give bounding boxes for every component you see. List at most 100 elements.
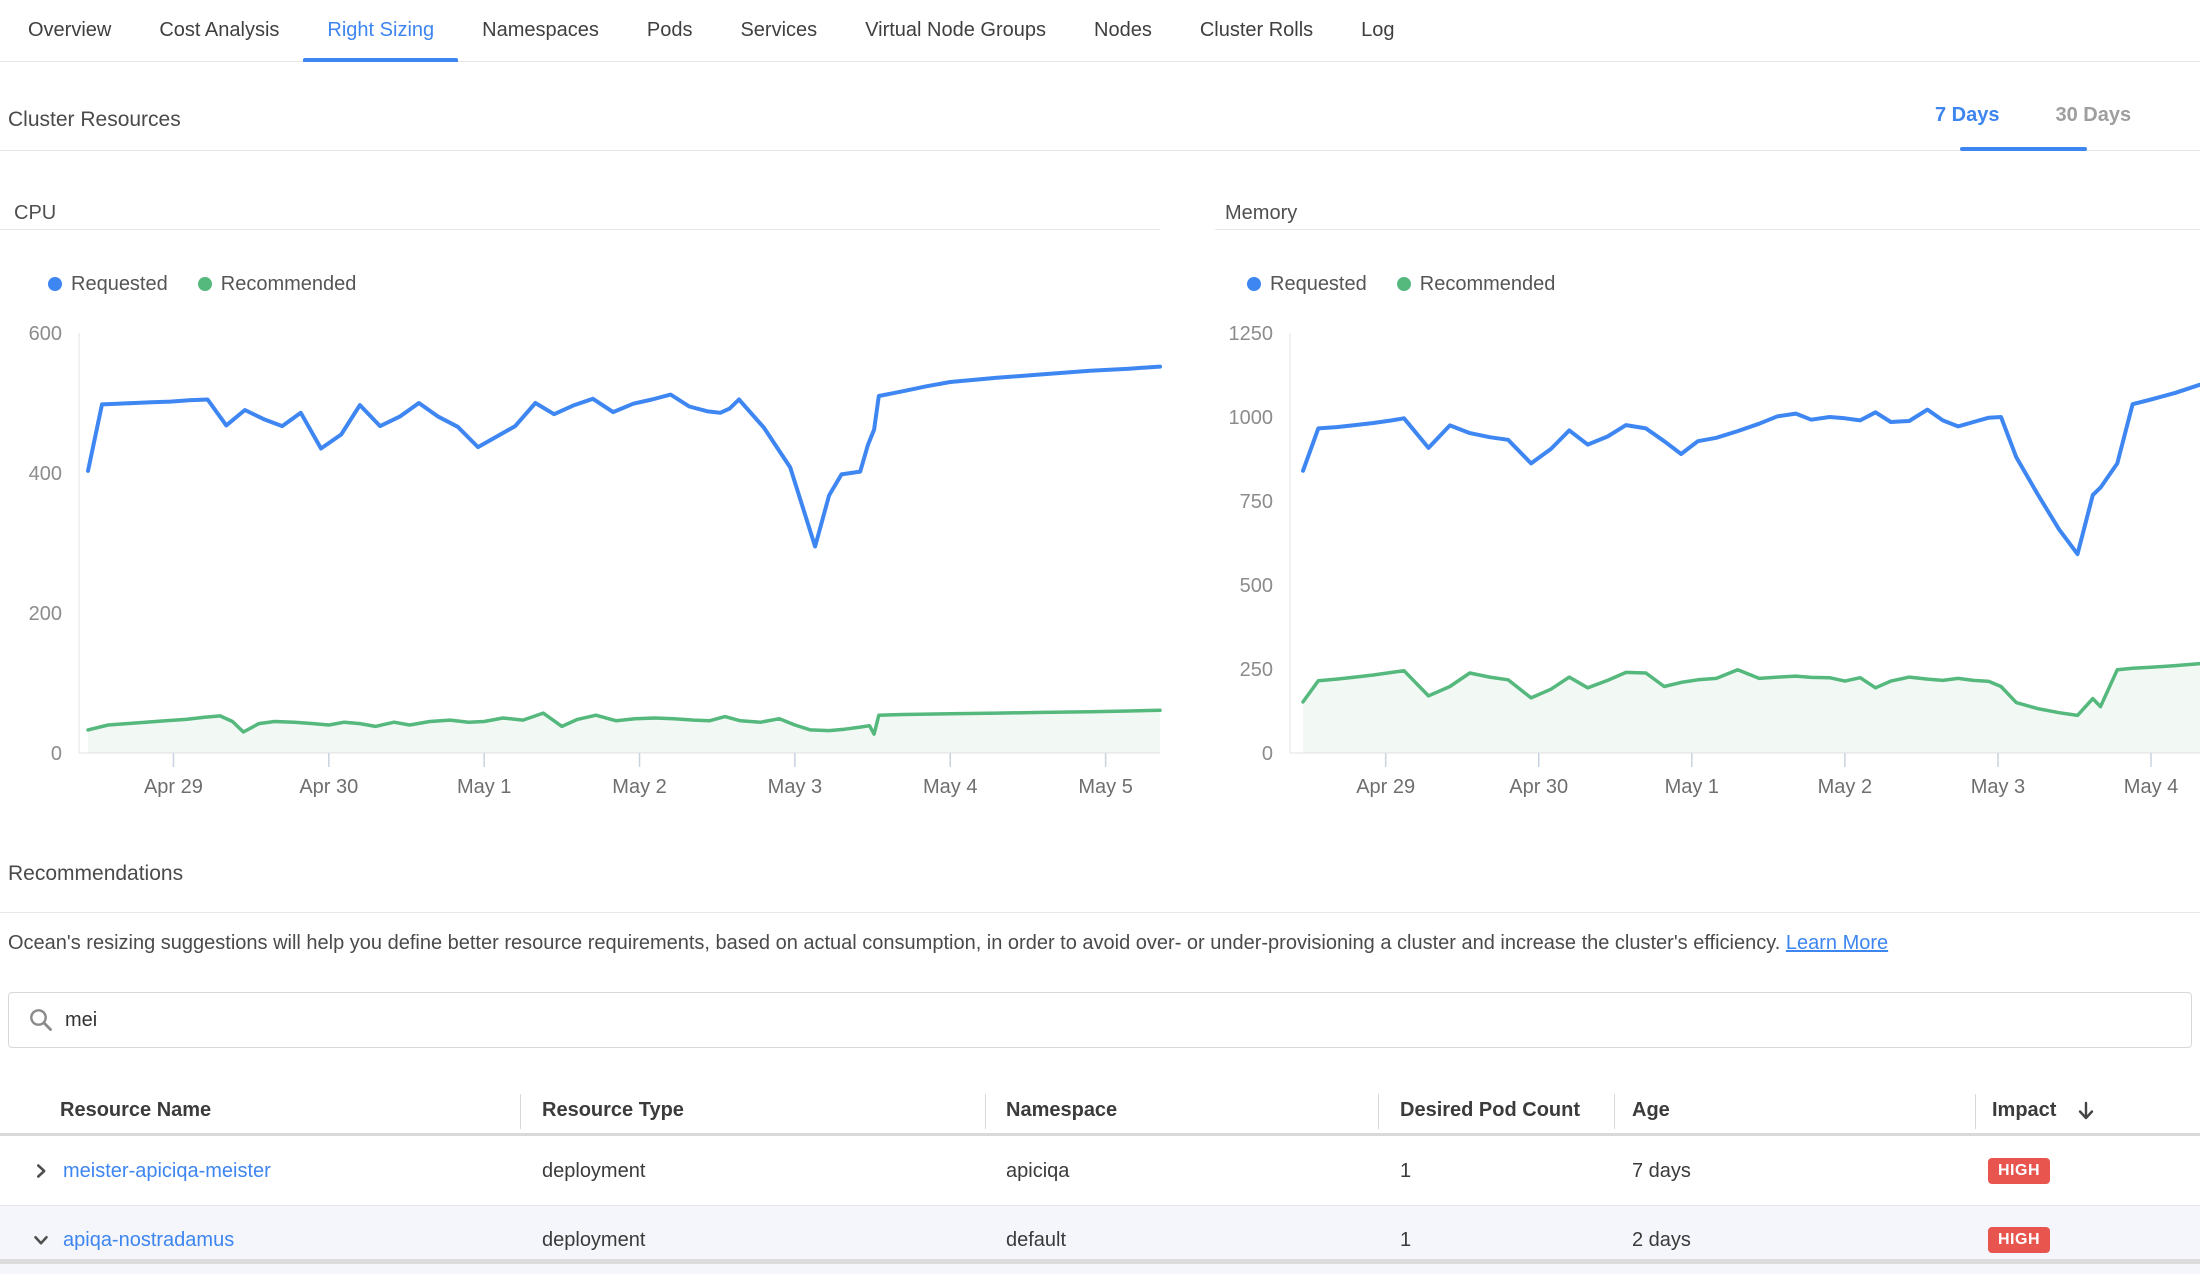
x-tick-label: May 1	[1665, 776, 1719, 798]
y-tick-label: 200	[29, 603, 62, 625]
x-tick-label: May 3	[768, 776, 822, 798]
period-option-7-days[interactable]: 7 Days	[1935, 104, 2000, 127]
tab-log[interactable]: Log	[1337, 0, 1418, 61]
cell-namespace: apiciqa	[1006, 1137, 1069, 1205]
search-box	[8, 992, 2192, 1048]
tab-cost-analysis[interactable]: Cost Analysis	[135, 0, 303, 61]
resource-name-link[interactable]: meister-apiciqa-meister	[63, 1160, 271, 1183]
column-header-namespace: Namespace	[1006, 1088, 1117, 1133]
cpu-chart-panel: CPURequestedRecommended0200400600Apr 29A…	[0, 190, 1160, 830]
cell-age: 7 days	[1632, 1137, 1691, 1205]
legend-item-recommended[interactable]: Recommended	[198, 273, 357, 296]
column-header-impact[interactable]: Impact	[1992, 1088, 2098, 1133]
y-tick-label: 0	[51, 743, 62, 765]
recommendations-divider	[0, 912, 2200, 913]
period-toggle: 7 Days 30 Days	[1935, 104, 2131, 127]
impact-badge: HIGH	[1988, 1158, 2050, 1184]
cell-resource-type: deployment	[542, 1137, 645, 1205]
tab-pods[interactable]: Pods	[623, 0, 717, 61]
column-header-label: Namespace	[1006, 1099, 1117, 1122]
legend-item-requested[interactable]: Requested	[48, 273, 168, 296]
x-tick-label: Apr 30	[1509, 776, 1568, 798]
column-header-label: Resource Type	[542, 1099, 684, 1122]
x-tick-label: May 1	[457, 776, 511, 798]
chevron-down-icon[interactable]	[27, 1226, 55, 1254]
x-tick-label: Apr 29	[1356, 776, 1415, 798]
x-tick-label: Apr 29	[144, 776, 203, 798]
recommended-area	[88, 710, 1160, 753]
memory-chart-title: Memory	[1225, 202, 1297, 225]
tab-overview[interactable]: Overview	[4, 0, 135, 61]
tab-cluster-rolls[interactable]: Cluster Rolls	[1176, 0, 1337, 61]
y-tick-label: 400	[29, 463, 62, 485]
impact-badge: HIGH	[1988, 1227, 2050, 1253]
legend-dot-requested	[1247, 277, 1261, 291]
y-tick-label: 600	[29, 323, 62, 345]
x-tick-label: Apr 30	[299, 776, 358, 798]
table-bottom-divider	[0, 1259, 2200, 1264]
period-option-30-days[interactable]: 30 Days	[2056, 104, 2132, 127]
column-header-label: Age	[1632, 1099, 1670, 1122]
cell-resource-name: meister-apiciqa-meister	[27, 1137, 271, 1205]
active-tab-underline	[303, 58, 458, 62]
table-row[interactable]: meister-apiciqa-meister deployment apiciqa…	[0, 1137, 2200, 1206]
column-separator	[520, 1094, 521, 1129]
legend-item-recommended[interactable]: Recommended	[1397, 273, 1556, 296]
column-header-label: Desired Pod Count	[1400, 1099, 1580, 1122]
y-tick-label: 500	[1240, 575, 1273, 597]
legend-label: Recommended	[1420, 273, 1556, 296]
y-tick-label: 0	[1262, 743, 1273, 765]
legend-label: Requested	[71, 273, 168, 296]
requested-line	[1303, 385, 2200, 554]
chevron-right-icon[interactable]	[27, 1157, 55, 1185]
x-tick-label: May 2	[612, 776, 666, 798]
memory-chart-panel: MemoryRequestedRecommended02505007501000…	[1215, 190, 2200, 830]
cpu-chart-legend: Requested Recommended	[48, 272, 386, 296]
x-tick-label: May 4	[923, 776, 977, 798]
section-divider	[0, 150, 2200, 151]
cell-impact: HIGH	[1988, 1137, 2050, 1205]
search-input[interactable]	[65, 1009, 2191, 1032]
table-header: Resource Name Resource Type Namespace Desir…	[0, 1088, 2200, 1133]
legend-item-requested[interactable]: Requested	[1247, 273, 1367, 296]
column-header-resource-type: Resource Type	[542, 1088, 684, 1133]
tab-right-sizing[interactable]: Right Sizing	[303, 0, 458, 61]
memory-chart-svg: 025050075010001250Apr 29Apr 30May 1May 2…	[1215, 320, 2200, 818]
tab-services[interactable]: Services	[716, 0, 841, 61]
tab-virtual-node-groups[interactable]: Virtual Node Groups	[841, 0, 1070, 61]
x-tick-label: May 4	[2124, 776, 2178, 798]
x-tick-label: May 3	[1971, 776, 2025, 798]
tab-bar: OverviewCost AnalysisRight SizingNamespa…	[0, 0, 2200, 62]
recommendations-title: Recommendations	[8, 862, 183, 886]
column-separator	[1378, 1094, 1379, 1129]
legend-dot-recommended	[1397, 277, 1411, 291]
resource-name-link[interactable]: apiqa-nostradamus	[63, 1229, 234, 1252]
column-header-resource-name: Resource Name	[60, 1088, 211, 1133]
column-header-label: Resource Name	[60, 1099, 211, 1122]
y-tick-label: 1000	[1229, 407, 1274, 429]
y-tick-label: 1250	[1229, 323, 1274, 345]
legend-label: Recommended	[221, 273, 357, 296]
legend-label: Requested	[1270, 273, 1367, 296]
column-header-label: Impact	[1992, 1099, 2056, 1122]
y-tick-label: 250	[1240, 659, 1273, 681]
column-separator	[1614, 1094, 1615, 1129]
learn-more-link[interactable]: Learn More	[1786, 932, 1888, 954]
column-header-desired-pod-count: Desired Pod Count	[1400, 1088, 1580, 1133]
column-header-age: Age	[1632, 1088, 1670, 1133]
sort-desc-icon[interactable]	[2074, 1099, 2098, 1123]
memory-chart-legend: Requested Recommended	[1247, 272, 1585, 296]
requested-line	[88, 367, 1160, 547]
column-separator	[1975, 1094, 1976, 1129]
recommendations-description: Ocean's resizing suggestions will help y…	[8, 932, 1888, 955]
cluster-resources-title: Cluster Resources	[8, 108, 181, 132]
tab-nodes[interactable]: Nodes	[1070, 0, 1176, 61]
legend-dot-recommended	[198, 277, 212, 291]
cell-desired-pod-count: 1	[1400, 1137, 1411, 1205]
x-tick-label: May 5	[1078, 776, 1132, 798]
table-header-divider	[0, 1133, 2200, 1136]
search-icon	[27, 1006, 55, 1034]
tab-namespaces[interactable]: Namespaces	[458, 0, 623, 61]
memory-title-divider	[1215, 229, 2200, 230]
legend-dot-requested	[48, 277, 62, 291]
